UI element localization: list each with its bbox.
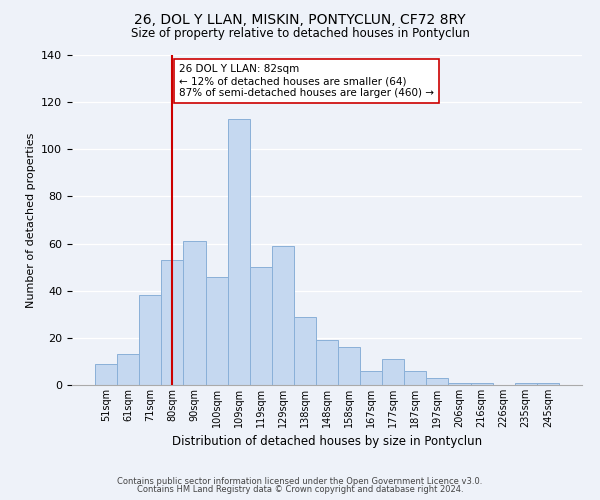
Bar: [184, 241, 206, 385]
Bar: [427, 378, 448, 385]
Bar: [117, 354, 139, 385]
Bar: [206, 276, 227, 385]
Bar: [537, 382, 559, 385]
Bar: [448, 382, 470, 385]
Text: 26, DOL Y LLAN, MISKIN, PONTYCLUN, CF72 8RY: 26, DOL Y LLAN, MISKIN, PONTYCLUN, CF72 …: [134, 12, 466, 26]
Bar: [360, 371, 382, 385]
Bar: [250, 267, 272, 385]
Bar: [272, 246, 294, 385]
Bar: [470, 382, 493, 385]
Text: Size of property relative to detached houses in Pontyclun: Size of property relative to detached ho…: [131, 28, 469, 40]
X-axis label: Distribution of detached houses by size in Pontyclun: Distribution of detached houses by size …: [172, 436, 482, 448]
Bar: [95, 364, 117, 385]
Text: Contains public sector information licensed under the Open Government Licence v3: Contains public sector information licen…: [118, 478, 482, 486]
Bar: [139, 296, 161, 385]
Bar: [294, 316, 316, 385]
Text: Contains HM Land Registry data © Crown copyright and database right 2024.: Contains HM Land Registry data © Crown c…: [137, 484, 463, 494]
Y-axis label: Number of detached properties: Number of detached properties: [26, 132, 35, 308]
Bar: [338, 348, 360, 385]
Bar: [404, 371, 427, 385]
Bar: [316, 340, 338, 385]
Bar: [161, 260, 184, 385]
Bar: [515, 382, 537, 385]
Bar: [227, 118, 250, 385]
Bar: [382, 359, 404, 385]
Text: 26 DOL Y LLAN: 82sqm
← 12% of detached houses are smaller (64)
87% of semi-detac: 26 DOL Y LLAN: 82sqm ← 12% of detached h…: [179, 64, 434, 98]
